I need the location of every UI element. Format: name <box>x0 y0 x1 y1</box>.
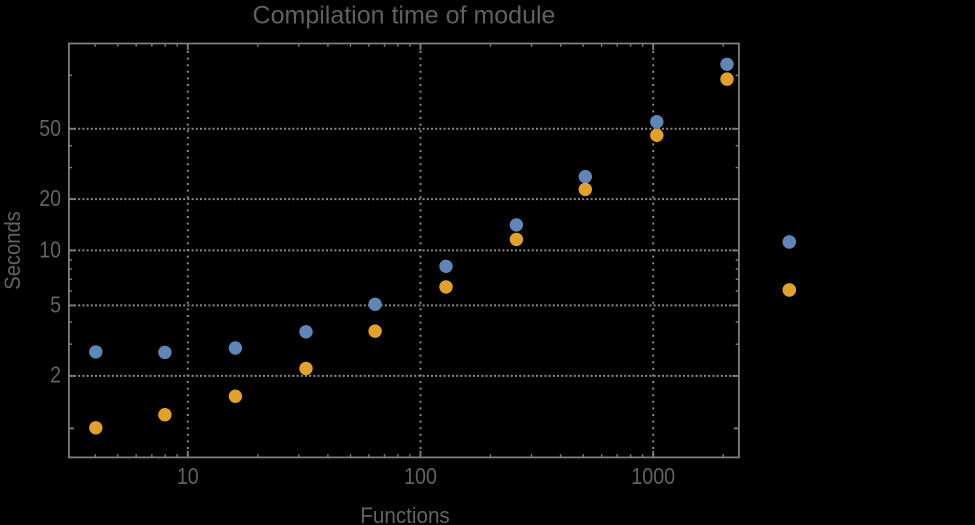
svg-text:10: 10 <box>39 236 61 262</box>
svg-text:Seconds: Seconds <box>0 211 25 290</box>
svg-text:2: 2 <box>50 362 61 388</box>
svg-text:5: 5 <box>50 291 61 317</box>
svg-text:Functions: Functions <box>360 503 450 525</box>
svg-text:1000: 1000 <box>631 463 675 489</box>
svg-text:20: 20 <box>39 185 61 211</box>
svg-text:50: 50 <box>39 115 61 141</box>
svg-text:10: 10 <box>177 463 199 489</box>
svg-text:100: 100 <box>404 463 437 489</box>
svg-text:Compilation time of module: Compilation time of module <box>253 2 556 30</box>
